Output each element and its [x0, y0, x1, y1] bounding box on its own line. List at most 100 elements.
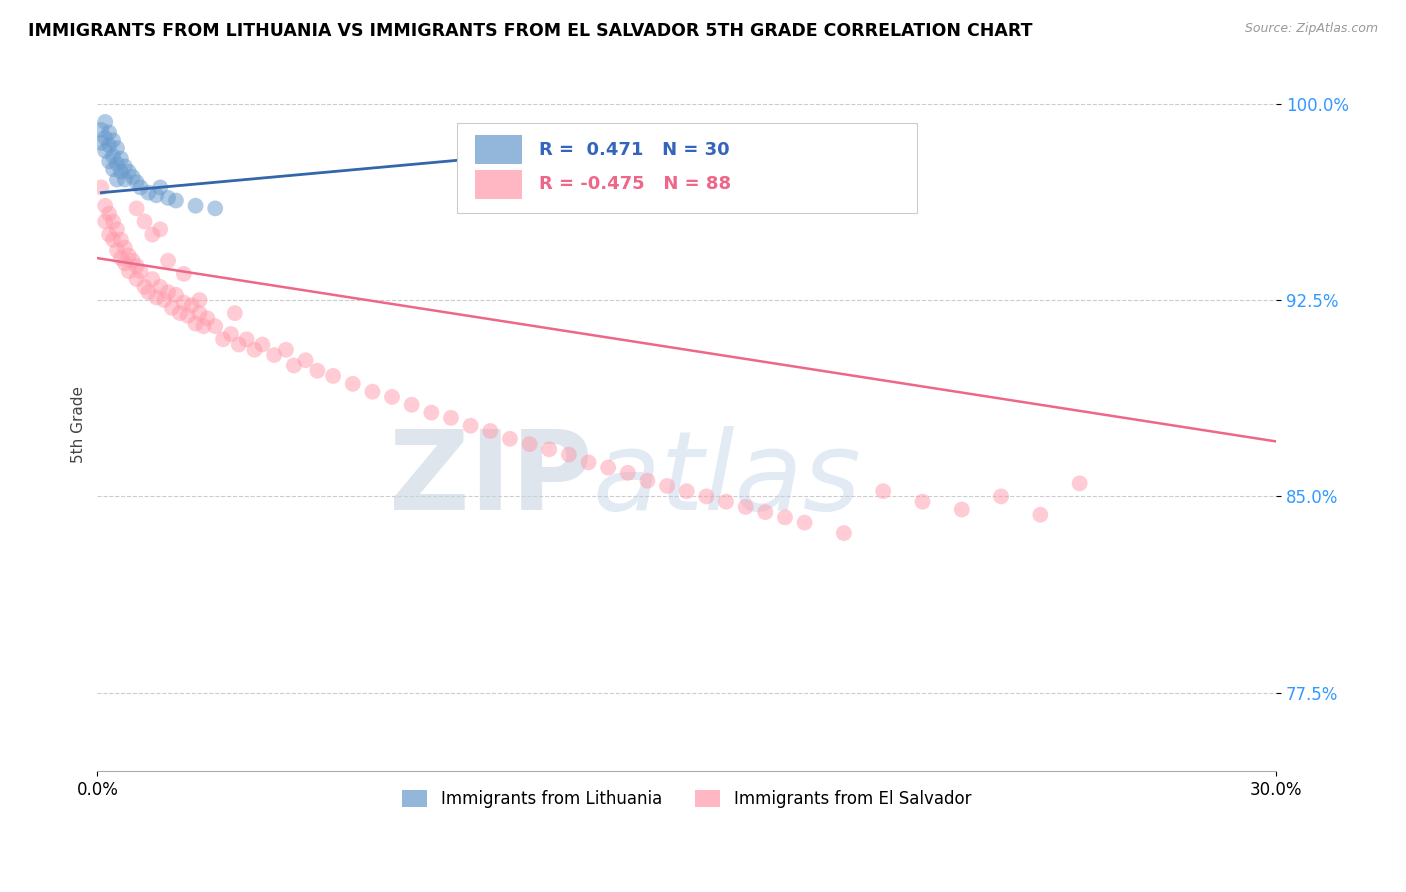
Point	[157, 191, 180, 205]
Point	[499, 432, 522, 446]
Point	[105, 244, 128, 258]
Text: R = -0.475   N = 88: R = -0.475 N = 88	[540, 176, 731, 194]
Point	[1069, 476, 1091, 491]
Point	[149, 280, 172, 294]
Point	[184, 317, 207, 331]
Point	[655, 479, 678, 493]
Bar	[475, 169, 522, 199]
Point	[263, 348, 285, 362]
Bar	[475, 135, 522, 164]
Point	[235, 332, 257, 346]
Point	[832, 526, 855, 541]
Point	[479, 424, 502, 438]
Point	[114, 241, 136, 255]
Point	[149, 180, 172, 194]
Point	[105, 141, 128, 155]
Point	[134, 214, 156, 228]
Text: atlas: atlas	[592, 426, 860, 533]
Point	[578, 455, 600, 469]
Point	[381, 390, 404, 404]
Text: Source: ZipAtlas.com: Source: ZipAtlas.com	[1244, 22, 1378, 36]
Point	[125, 259, 148, 273]
Point	[101, 133, 124, 147]
Point	[101, 214, 124, 228]
Point	[110, 152, 132, 166]
Point	[90, 180, 112, 194]
Point	[754, 505, 776, 519]
Point	[1029, 508, 1052, 522]
Point	[274, 343, 297, 357]
Point	[173, 295, 195, 310]
Text: IMMIGRANTS FROM LITHUANIA VS IMMIGRANTS FROM EL SALVADOR 5TH GRADE CORRELATION C: IMMIGRANTS FROM LITHUANIA VS IMMIGRANTS …	[28, 22, 1032, 40]
Point	[695, 490, 717, 504]
Point	[138, 186, 160, 200]
Point	[558, 448, 581, 462]
Point	[105, 172, 128, 186]
Point	[243, 343, 266, 357]
Point	[519, 437, 541, 451]
Point	[149, 222, 172, 236]
Point	[105, 157, 128, 171]
Point	[98, 227, 121, 242]
Point	[950, 502, 973, 516]
Point	[165, 287, 187, 301]
Point	[94, 115, 117, 129]
Y-axis label: 5th Grade: 5th Grade	[72, 386, 86, 463]
Point	[636, 474, 658, 488]
Point	[188, 306, 211, 320]
Point	[219, 327, 242, 342]
Point	[90, 136, 112, 150]
Point	[342, 376, 364, 391]
Point	[98, 206, 121, 220]
Point	[98, 125, 121, 139]
Point	[134, 280, 156, 294]
Point	[101, 162, 124, 177]
Point	[169, 306, 191, 320]
Point	[911, 494, 934, 508]
Point	[193, 319, 215, 334]
Point	[177, 309, 200, 323]
Point	[145, 188, 167, 202]
Point	[141, 272, 163, 286]
Point	[714, 494, 737, 508]
Point	[125, 175, 148, 189]
Point	[420, 406, 443, 420]
Legend: Immigrants from Lithuania, Immigrants from El Salvador: Immigrants from Lithuania, Immigrants fr…	[395, 783, 977, 815]
Point	[212, 332, 235, 346]
Point	[990, 490, 1012, 504]
Point	[440, 410, 463, 425]
Point	[114, 256, 136, 270]
Point	[173, 267, 195, 281]
Point	[121, 169, 143, 184]
Point	[204, 202, 226, 216]
Point	[125, 272, 148, 286]
Point	[94, 214, 117, 228]
Point	[598, 460, 620, 475]
Point	[110, 251, 132, 265]
Point	[188, 293, 211, 307]
Point	[94, 144, 117, 158]
Point	[101, 149, 124, 163]
Point	[322, 368, 344, 383]
Point	[793, 516, 815, 530]
Text: ZIP: ZIP	[389, 426, 592, 533]
Point	[138, 285, 160, 300]
Point	[129, 180, 152, 194]
Point	[98, 138, 121, 153]
Point	[105, 222, 128, 236]
Point	[165, 194, 187, 208]
Point	[734, 500, 756, 514]
Point	[129, 264, 152, 278]
Point	[157, 285, 180, 300]
Point	[118, 165, 141, 179]
Point	[145, 290, 167, 304]
Point	[184, 199, 207, 213]
Point	[98, 154, 121, 169]
Point	[157, 253, 180, 268]
Point	[252, 337, 274, 351]
Point	[204, 319, 226, 334]
Point	[695, 133, 717, 147]
Point	[283, 359, 305, 373]
Point	[121, 253, 143, 268]
Point	[125, 202, 148, 216]
